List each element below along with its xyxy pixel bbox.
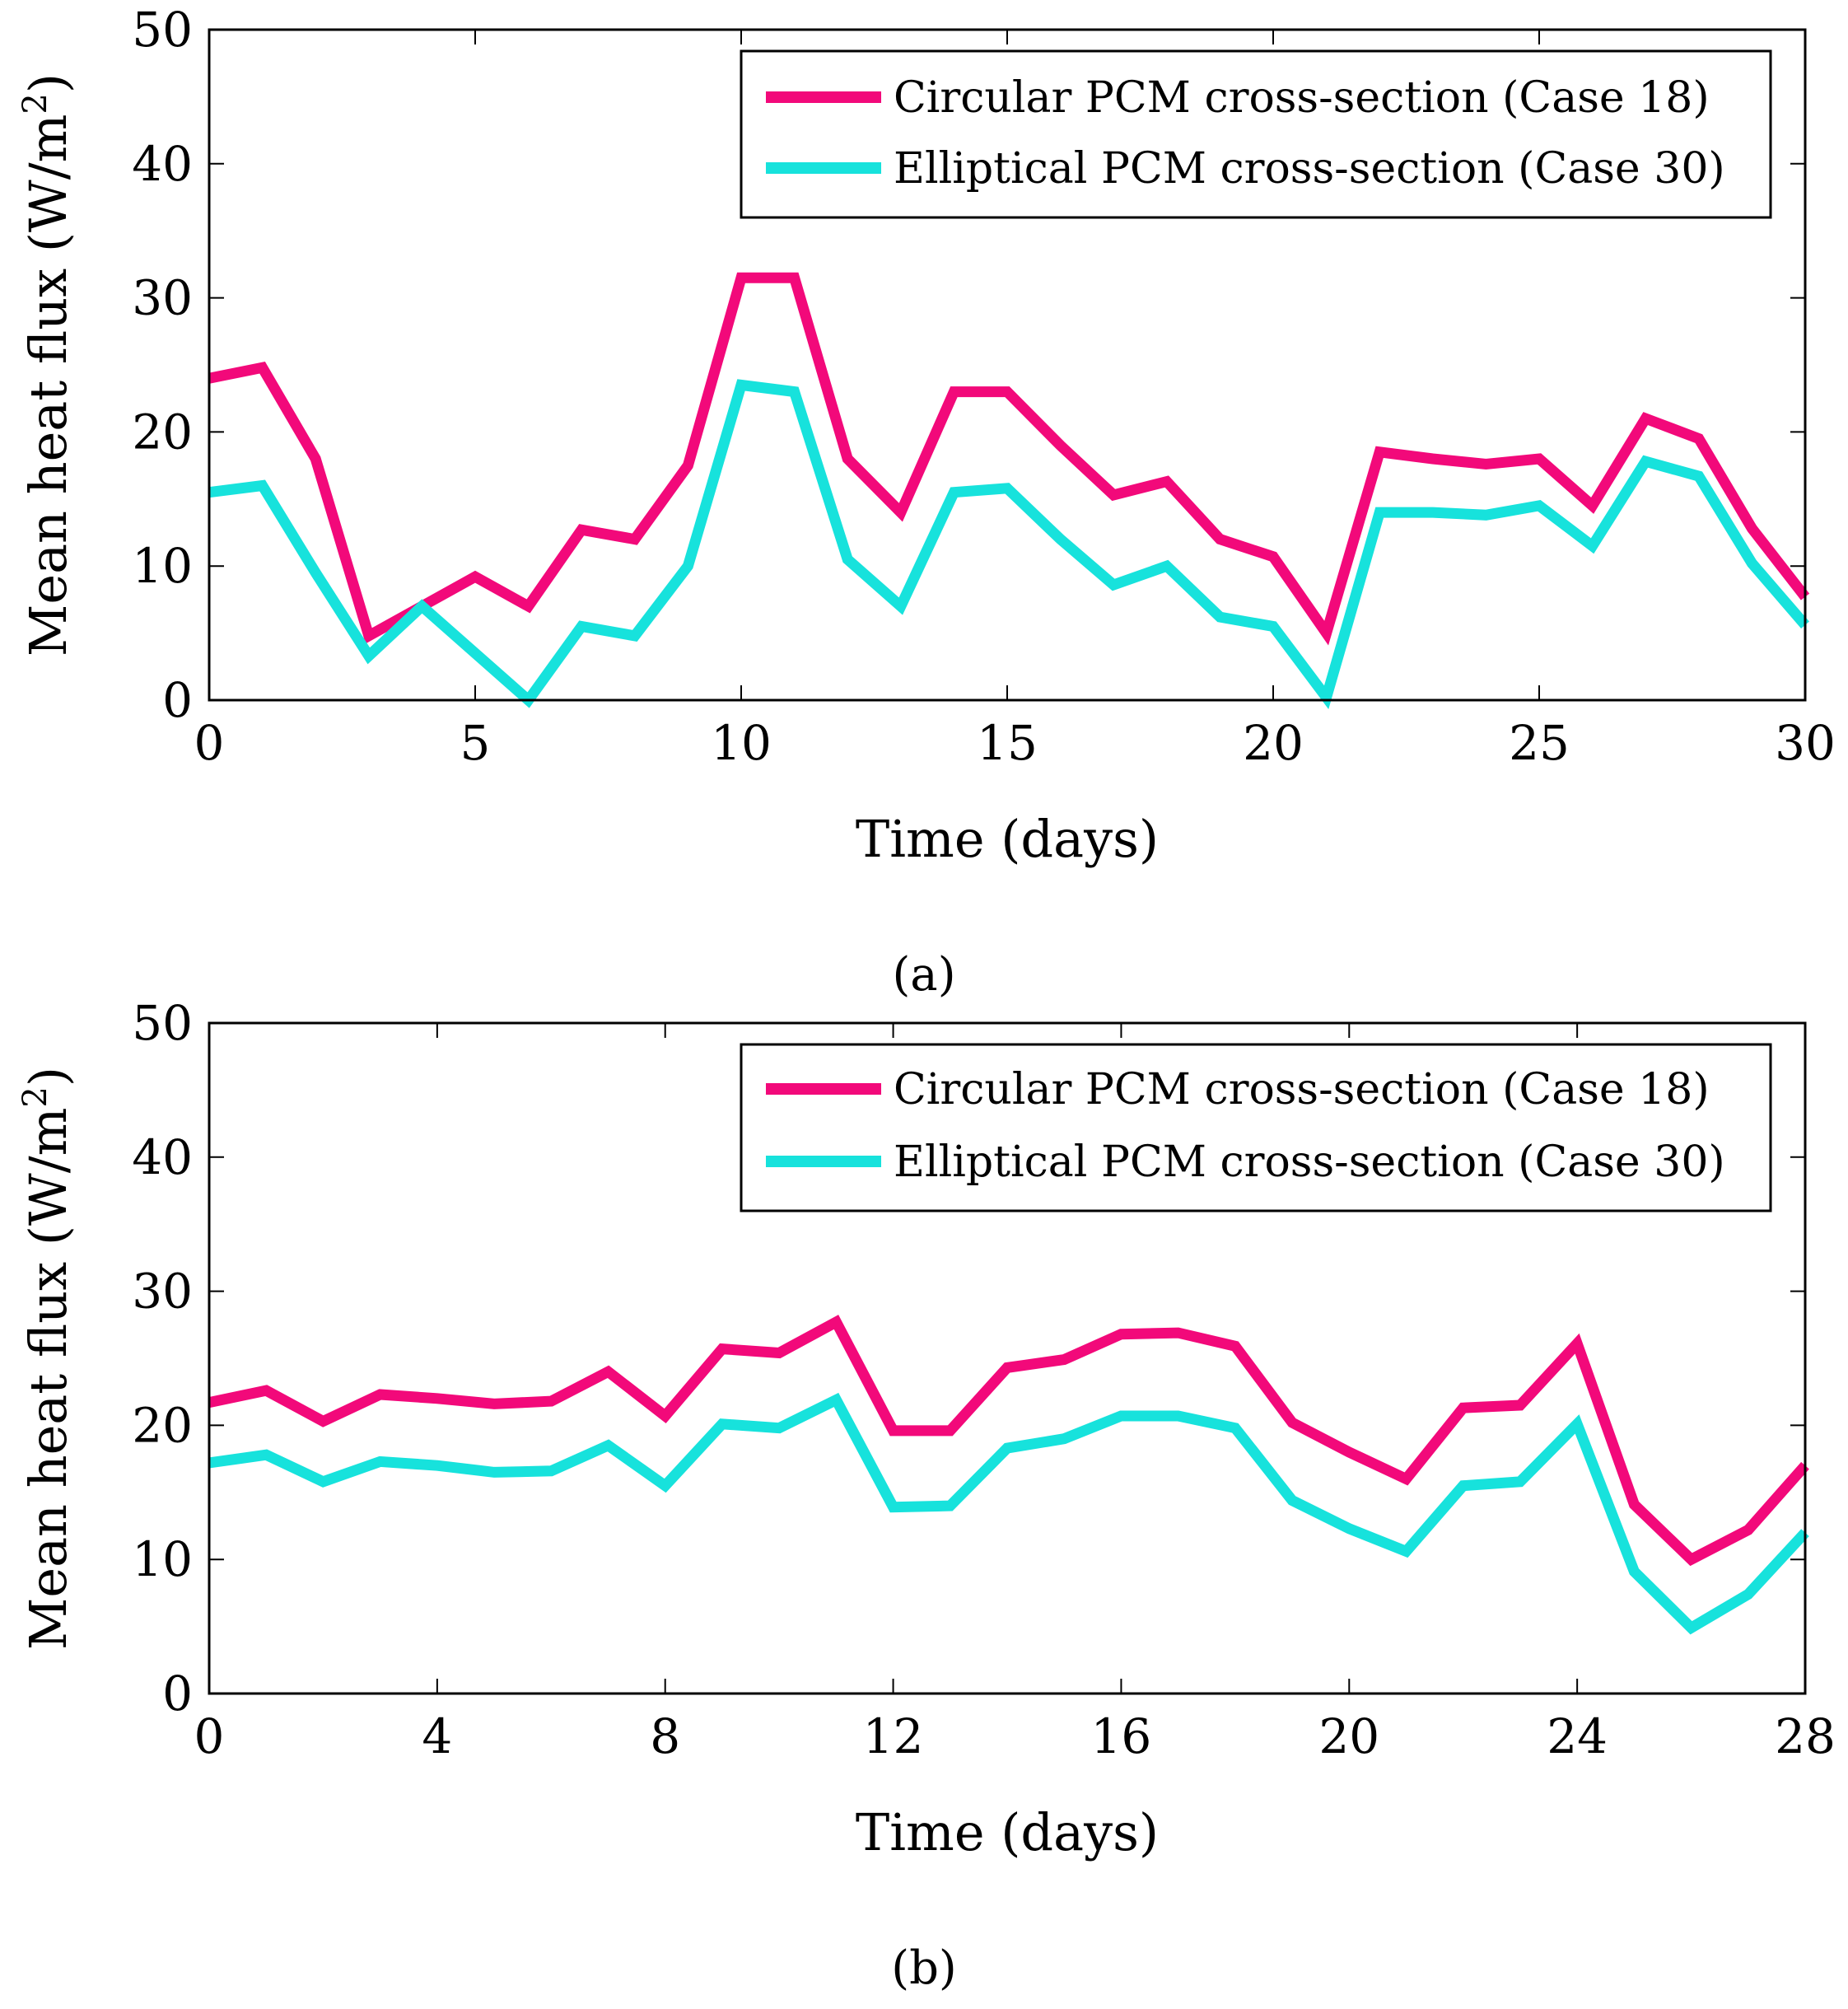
y-tick-label: 10	[132, 1531, 193, 1587]
x-axis-label: Time (days)	[856, 1802, 1159, 1862]
legend: Circular PCM cross-section (Case 18) Ell…	[740, 49, 1772, 219]
x-tick-label: 20	[1318, 1708, 1379, 1764]
panel-caption-a: (a)	[892, 948, 955, 1002]
x-tick-label: 8	[650, 1708, 680, 1764]
legend: Circular PCM cross-section (Case 18) Ell…	[740, 1043, 1772, 1212]
x-tick-label: 20	[1243, 715, 1304, 771]
plot-frame	[208, 1021, 1807, 1695]
y-tick-label: 0	[162, 1666, 193, 1722]
x-tick-label: 0	[194, 715, 225, 771]
legend-label-circular: Circular PCM cross-section (Case 18)	[894, 73, 1710, 123]
y-tick-label: 40	[132, 136, 193, 192]
x-tick-label: 28	[1775, 1708, 1836, 1764]
y-tick-label: 40	[132, 1129, 193, 1185]
legend-box	[740, 49, 1772, 219]
x-tick-label: 24	[1547, 1708, 1608, 1764]
x-tick-label: 5	[460, 715, 491, 771]
x-tick-label: 0	[194, 1708, 225, 1764]
legend-label-circular: Circular PCM cross-section (Case 18)	[894, 1065, 1710, 1114]
y-axis-label: Mean heat flux (W/m2)	[16, 73, 78, 656]
x-tick-label: 30	[1775, 715, 1836, 771]
x-tick-label: 4	[422, 1708, 452, 1764]
chart-panel-b: 0 4 8 12 16 20 24 28 0 10 20 30 40 50 Circular PCM cr…	[16, 995, 1836, 1995]
x-tick-label: 12	[863, 1708, 924, 1764]
series-line-circular	[208, 272, 1810, 646]
series-line-elliptical	[208, 1392, 1809, 1635]
legend-label-elliptical: Elliptical PCM cross-section (Case 30)	[894, 144, 1725, 194]
x-tick-label: 10	[711, 715, 772, 771]
series-line-circular	[208, 1315, 1809, 1567]
y-tick-label: 20	[132, 404, 193, 460]
y-tick-label: 30	[132, 270, 193, 326]
y-tick-label: 50	[132, 995, 193, 1051]
y-axis-label: Mean heat flux (W/m2)	[16, 1067, 78, 1650]
chart-panel-a: 0 5 10 15 20 25 30 0 10 20 30 40 50 Circular PCM cro…	[16, 2, 1836, 1002]
y-tick-label: 50	[132, 2, 193, 58]
y-tick-label: 10	[132, 538, 193, 594]
x-axis-label: Time (days)	[856, 809, 1159, 869]
panel-caption-b: (b)	[891, 1941, 957, 1995]
x-tick-label: 15	[977, 715, 1038, 771]
legend-label-elliptical: Elliptical PCM cross-section (Case 30)	[894, 1138, 1725, 1187]
y-tick-label: 20	[132, 1397, 193, 1453]
legend-box	[740, 1043, 1772, 1212]
x-tick-label: 16	[1091, 1708, 1152, 1764]
y-tick-label: 0	[162, 672, 193, 728]
x-tick-label: 25	[1509, 715, 1570, 771]
y-tick-label: 30	[132, 1264, 193, 1320]
series-line-elliptical	[208, 379, 1809, 710]
